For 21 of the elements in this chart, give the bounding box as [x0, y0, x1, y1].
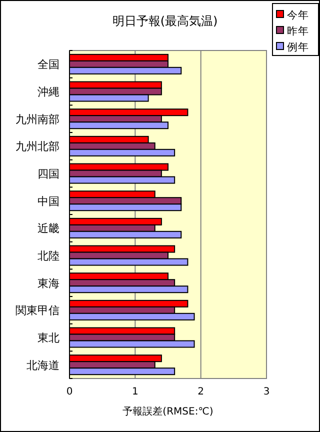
y-tick-label: 九州北部	[16, 140, 60, 154]
y-tick-label: 関東甲信	[16, 304, 60, 318]
chart-title: 明日予報(最高気温)	[112, 14, 218, 28]
x-tick-label: 0	[66, 386, 73, 398]
y-tick-label: 北海道	[26, 358, 60, 372]
x-tick-label: 1	[132, 386, 138, 398]
legend-label: 昨年	[287, 26, 309, 38]
x-axis-title: 予報誤差(RMSE:℃)	[122, 406, 214, 418]
y-tick-label: 全国	[38, 58, 60, 72]
legend-label: 今年	[287, 10, 309, 22]
x-tick-label: 2	[198, 386, 204, 398]
x-tick-label: 3	[263, 386, 270, 398]
y-tick-label: 四国	[38, 168, 60, 180]
y-tick-label: 中国	[38, 194, 60, 208]
y-tick-label: 北陸	[38, 250, 60, 262]
y-tick-label: 近畿	[38, 222, 60, 236]
y-tick-label: 九州南部	[16, 112, 60, 126]
y-tick-label: 東海	[38, 276, 60, 290]
y-tick-label: 沖縄	[38, 86, 60, 98]
legend-label: 例年	[287, 42, 309, 54]
y-tick-label: 東北	[38, 332, 60, 344]
